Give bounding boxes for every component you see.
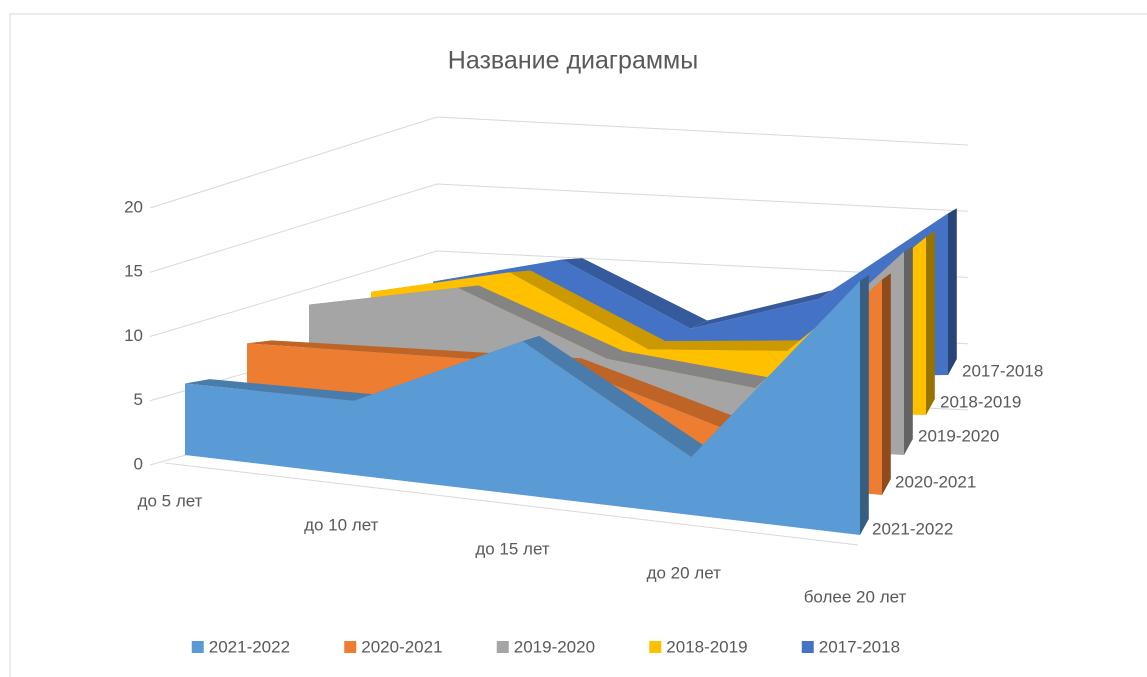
legend-label: 2019-2020 (514, 637, 595, 656)
area-side (882, 273, 891, 495)
x-axis (164, 462, 859, 546)
area (185, 280, 860, 535)
x-tick-label: до 10 лет (304, 515, 379, 534)
x-tick-label: до 5 лет (138, 491, 203, 510)
legend-label: 2021-2022 (209, 637, 290, 656)
area-side (948, 208, 957, 375)
legend-swatch (496, 641, 509, 653)
legend-label: 2017-2018 (819, 637, 900, 656)
depth-tick-label: 2021-2022 (872, 519, 953, 538)
area-top (606, 351, 769, 389)
area-top (690, 290, 833, 329)
area-top (564, 358, 737, 429)
legend-label: 2018-2019 (666, 637, 747, 656)
area-top (522, 335, 705, 458)
area-top (509, 270, 666, 350)
area-side (860, 275, 869, 535)
x-tick-label: до 20 лет (647, 563, 722, 582)
area-top (247, 340, 427, 355)
legend-swatch (801, 641, 814, 653)
legend-swatch (649, 641, 662, 653)
x-tick-label: до 15 лет (475, 539, 550, 558)
grid-line (149, 183, 969, 273)
x-tick-label: более 20 лет (804, 587, 907, 606)
legend-swatch (344, 641, 357, 653)
area-top (185, 379, 375, 401)
y-tick-label: 20 (124, 197, 143, 216)
area-side (926, 231, 935, 415)
area-top (561, 258, 708, 329)
y-tick-label: 0 (134, 454, 143, 473)
depth-tick-label: 2020-2021 (895, 472, 976, 491)
area-top (648, 340, 801, 351)
legend-swatch (191, 641, 204, 653)
y-tick-label: 10 (124, 326, 143, 345)
chart-title: Название диаграммы (448, 47, 698, 75)
y-tick-label: 5 (134, 390, 143, 409)
depth-tick-label: 2017-2018 (962, 361, 1043, 380)
area-top (457, 285, 624, 359)
area-side (904, 245, 913, 455)
legend-label: 2020-2021 (361, 637, 442, 656)
y-tick-label: 15 (124, 262, 143, 281)
grid-line (149, 250, 969, 337)
grid-line (149, 116, 969, 209)
depth-tick-label: 2019-2020 (918, 426, 999, 445)
depth-tick-label: 2018-2019 (940, 392, 1021, 411)
